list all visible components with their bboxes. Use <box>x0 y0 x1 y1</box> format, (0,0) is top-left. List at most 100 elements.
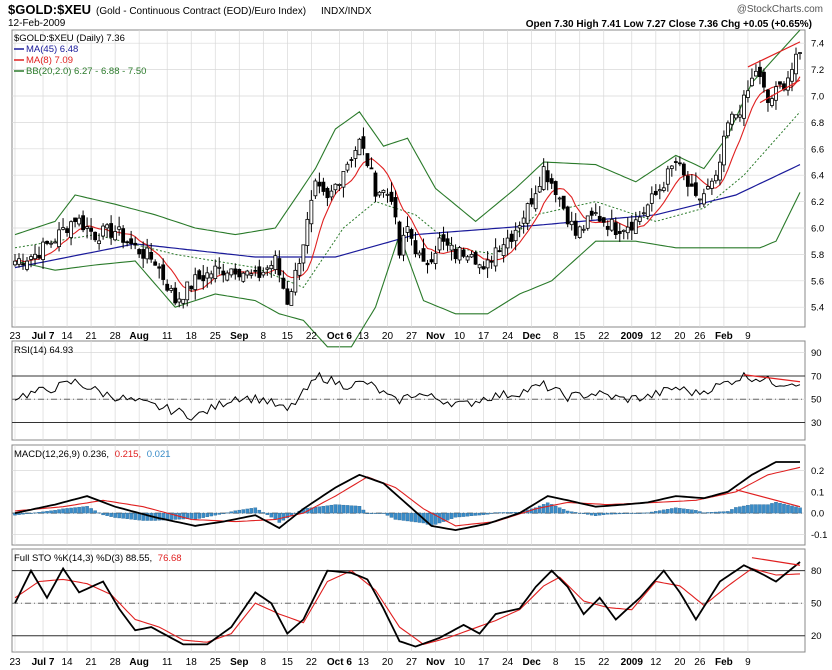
rsi-trendline <box>743 374 801 383</box>
candle-body <box>93 231 98 241</box>
y-tick-label: 5.8 <box>811 250 824 261</box>
macd-histogram-bar <box>81 506 85 514</box>
candle-body <box>742 94 746 119</box>
x-tick-label: 14 <box>62 331 74 342</box>
x-tick-label: Nov <box>426 331 445 342</box>
candle-body <box>253 269 258 272</box>
macd-histogram-bar <box>698 511 702 514</box>
candle-body <box>221 270 226 276</box>
macd-line <box>14 461 800 532</box>
trendline-upper <box>747 41 801 68</box>
candle-body <box>25 260 29 270</box>
candle-body <box>457 247 462 261</box>
candle-body <box>149 251 154 260</box>
macd-histogram-bar <box>117 512 121 519</box>
y-tick-label: 5.6 <box>811 276 824 287</box>
candle-body <box>521 217 526 224</box>
macd-histogram-bar <box>577 512 582 514</box>
candle-body <box>269 265 274 270</box>
candle-body <box>53 241 57 244</box>
macd-histogram-bar <box>237 509 242 514</box>
candle-body <box>549 178 554 184</box>
candle-body <box>45 240 49 244</box>
x-axis-top: 23 Jul 7 14 21 28 Aug 11 18 25 Sep 8 15 22 Oct 6 13 20 2… <box>9 331 751 342</box>
candle-body <box>701 193 706 205</box>
macd-histogram-bar <box>678 508 682 514</box>
macd-histogram-bar <box>337 504 342 514</box>
candle-body <box>241 272 246 282</box>
macd-histogram-bar <box>381 512 386 514</box>
candle-body <box>441 234 446 242</box>
y-tick-label: 7.0 <box>811 92 824 103</box>
candle-body <box>685 175 690 187</box>
macd-trendline <box>735 489 801 508</box>
macd-histogram-bar <box>722 511 726 514</box>
candle-body <box>786 77 790 91</box>
candle-body <box>329 190 334 198</box>
candle-body <box>677 162 682 165</box>
macd-histogram-bar <box>389 512 394 518</box>
macd-histogram-bar <box>349 505 354 514</box>
macd-histogram-bar <box>49 510 53 514</box>
macd-histogram-bar <box>69 507 73 514</box>
x-tick-label: Sep <box>230 657 248 668</box>
x-tick-label: 22 <box>598 331 610 342</box>
macd-histogram-bar <box>790 505 794 514</box>
candle-body <box>237 269 242 278</box>
x-tick-label: 14 <box>62 657 74 668</box>
candle-body <box>778 81 782 85</box>
macd-histogram-bar <box>353 505 358 514</box>
candle-body <box>233 268 238 275</box>
candle-body <box>641 212 646 215</box>
candle-body <box>213 265 218 279</box>
macd-histogram-bar <box>714 511 718 514</box>
macd-histogram-bar <box>73 507 77 514</box>
macd-histogram-bar <box>493 512 498 514</box>
candle-body <box>317 181 322 187</box>
x-tick-label: Feb <box>715 657 733 668</box>
macd-histogram-bar <box>565 510 570 514</box>
candle-body <box>285 288 290 305</box>
macd-histogram-bar <box>105 512 109 516</box>
macd-histogram-bar <box>245 508 250 514</box>
x-tick-label: 12 <box>650 657 662 668</box>
macd-histogram-bar <box>481 512 486 515</box>
candle-body <box>509 233 514 242</box>
candle-body <box>601 217 606 223</box>
macd-histogram-bar <box>557 507 562 514</box>
candle-body <box>77 217 81 225</box>
candle-body <box>653 190 658 195</box>
macd-histogram-bar <box>425 512 430 525</box>
macd-histogram-bar <box>141 512 145 521</box>
y-tick-label: 6.0 <box>811 224 824 235</box>
macd-histogram-bar <box>770 503 774 514</box>
x-tick-label: 20 <box>674 331 686 342</box>
candle-body <box>782 83 786 91</box>
legend-bb: BB(20,2.0) 6.27 - 6.88 - 7.50 <box>26 66 146 77</box>
macd-histogram-bar <box>85 506 89 514</box>
candle-body <box>141 249 146 259</box>
candle-body <box>505 237 510 249</box>
macd-histogram-bar <box>169 512 173 520</box>
candle-body <box>593 212 598 215</box>
candle-body <box>129 238 134 244</box>
candle-body <box>681 163 686 176</box>
x-tick-label: Nov <box>426 657 445 668</box>
macd-histogram-bar <box>97 512 101 514</box>
x-tick-label: 28 <box>110 331 122 342</box>
candle-body <box>17 258 21 265</box>
macd-histogram-bar <box>489 512 494 514</box>
macd-histogram-bar <box>473 512 478 516</box>
watermark: @StockCharts.com <box>737 4 823 15</box>
sto-panel: 20 50 80 <box>12 549 822 652</box>
bb-middle-line <box>14 111 801 289</box>
macd-histogram-bar <box>233 510 238 514</box>
macd-histogram-bar <box>129 512 133 520</box>
macd-histogram-bar <box>602 512 606 515</box>
macd-histogram-bar <box>469 512 474 517</box>
y-tick-label: 6.6 <box>811 144 824 155</box>
macd-histogram-bar <box>610 512 614 515</box>
macd-histogram-bar <box>441 512 446 522</box>
x-tick-label: 9 <box>745 331 751 342</box>
